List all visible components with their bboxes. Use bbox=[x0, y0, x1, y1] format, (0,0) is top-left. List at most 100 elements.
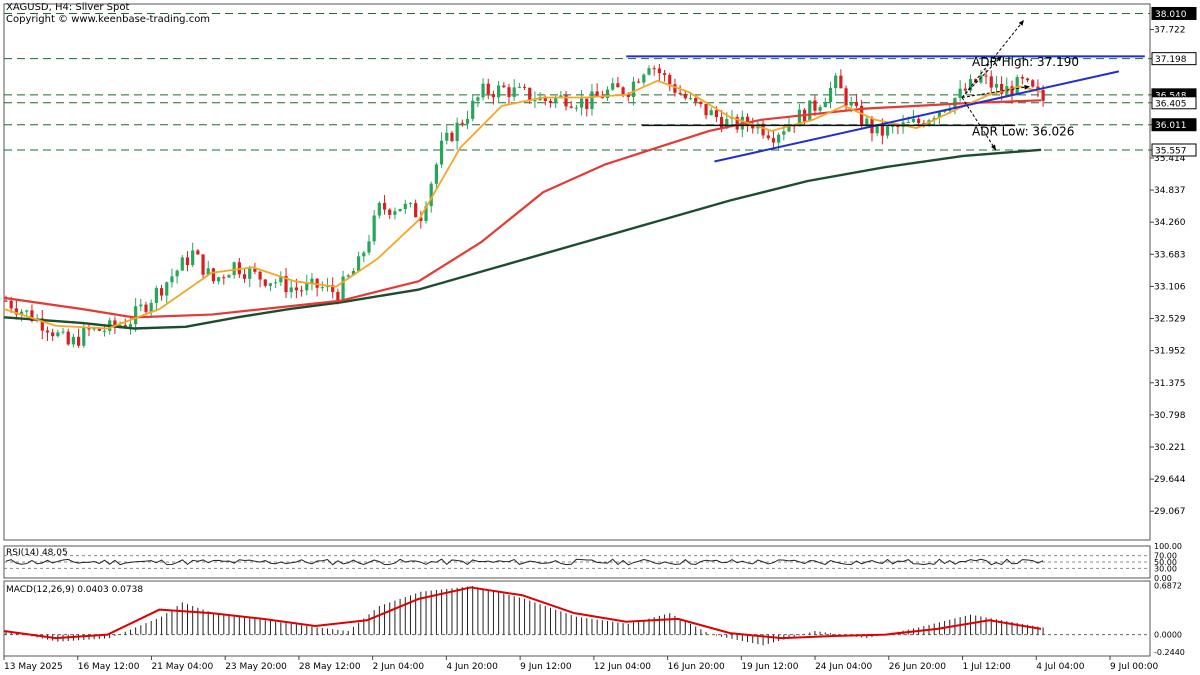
y-tick-label: 33.683 bbox=[1154, 250, 1186, 260]
candle-body bbox=[455, 122, 459, 142]
candle-body bbox=[336, 291, 340, 301]
candle-body bbox=[963, 88, 967, 91]
candle-body bbox=[875, 125, 879, 134]
candle-body bbox=[165, 282, 169, 296]
candle-body bbox=[144, 304, 148, 312]
candle-body bbox=[263, 279, 267, 286]
candle-body bbox=[97, 327, 101, 331]
price-tag-label: 36.405 bbox=[1155, 99, 1187, 109]
candle-body bbox=[808, 100, 812, 122]
candle-body bbox=[274, 282, 278, 284]
candle-body bbox=[341, 276, 345, 301]
ma-fast-line bbox=[3, 79, 1042, 330]
candle-body bbox=[968, 79, 973, 91]
candle-body bbox=[284, 276, 288, 293]
candle-body bbox=[14, 308, 18, 315]
candle-body bbox=[227, 275, 231, 278]
candle-body bbox=[771, 138, 776, 143]
candle-body bbox=[1025, 78, 1030, 81]
candle-body bbox=[611, 83, 615, 90]
candle-body bbox=[76, 336, 81, 346]
x-tick-label: 4 Jun 20:00 bbox=[446, 662, 498, 672]
candle-body bbox=[844, 88, 848, 106]
candle-body bbox=[595, 91, 599, 97]
candle-body bbox=[445, 132, 449, 141]
candle-body bbox=[533, 100, 537, 102]
candle-body bbox=[1031, 80, 1035, 87]
candle-body bbox=[377, 202, 381, 216]
x-tick-label: 4 Jul 04:00 bbox=[1036, 662, 1085, 672]
candle-body bbox=[543, 96, 547, 101]
candle-body bbox=[434, 164, 438, 184]
candle-body bbox=[61, 331, 65, 333]
candle-body bbox=[652, 68, 656, 70]
candle-body bbox=[320, 287, 324, 289]
candle-body bbox=[720, 117, 724, 129]
candle-body bbox=[159, 288, 164, 296]
y-tick-label: 31.952 bbox=[1154, 347, 1186, 357]
lower-trendline bbox=[714, 70, 1120, 163]
candle-body bbox=[346, 275, 350, 277]
candle-body bbox=[248, 268, 252, 279]
candle-body bbox=[683, 94, 687, 99]
candle-body bbox=[797, 109, 801, 127]
y-tick-label: 37.722 bbox=[1154, 25, 1186, 35]
candle-body bbox=[460, 122, 464, 124]
candle-body bbox=[294, 287, 298, 291]
candle-body bbox=[9, 300, 13, 309]
candle-body bbox=[113, 320, 117, 327]
candle-body bbox=[367, 241, 371, 253]
candle-body bbox=[253, 268, 257, 272]
price-tag-label: 36.011 bbox=[1155, 121, 1187, 131]
y-tick-label: 30.798 bbox=[1154, 411, 1186, 421]
candle-body bbox=[481, 83, 485, 98]
rsi-label: RSI(14) 48.05 bbox=[6, 548, 68, 558]
candle-body bbox=[668, 74, 672, 85]
candle-body bbox=[414, 203, 418, 218]
macd-panel-frame bbox=[3, 580, 1151, 657]
candle-body bbox=[673, 84, 677, 93]
candle-body bbox=[517, 86, 521, 88]
candle-body bbox=[299, 290, 304, 292]
y-tick-label: 31.375 bbox=[1154, 379, 1186, 389]
candle-body bbox=[242, 274, 247, 279]
candle-body bbox=[642, 74, 646, 83]
candle-body bbox=[1010, 86, 1014, 95]
candle-body bbox=[554, 97, 558, 103]
x-tick-label: 16 May 12:00 bbox=[78, 662, 140, 672]
candle-body bbox=[631, 81, 636, 98]
candle-body bbox=[942, 110, 947, 112]
candle-body bbox=[232, 262, 236, 276]
candle-body bbox=[725, 118, 729, 129]
candle-body bbox=[71, 336, 76, 345]
candle-body bbox=[175, 270, 179, 277]
candle-body bbox=[170, 276, 174, 283]
candle-body bbox=[590, 91, 594, 110]
candle-body bbox=[45, 330, 50, 333]
candle-body bbox=[217, 277, 221, 282]
price-tag-box bbox=[1151, 143, 1197, 157]
candle-body bbox=[512, 87, 516, 97]
candle-body bbox=[984, 75, 988, 77]
candle-body bbox=[1000, 83, 1004, 94]
macd-axis-label: 0.6872 bbox=[1154, 581, 1182, 590]
adr-arrow-right bbox=[961, 85, 1031, 99]
candle-body bbox=[678, 92, 682, 95]
adr-arrow-right-head bbox=[1024, 84, 1030, 90]
y-tick-label: 30.221 bbox=[1154, 443, 1186, 453]
candle-body bbox=[688, 98, 693, 100]
candle-body bbox=[647, 68, 651, 75]
x-tick-label: 12 Jun 04:00 bbox=[594, 662, 651, 672]
candle-body bbox=[818, 107, 822, 111]
candle-body bbox=[823, 101, 827, 108]
rsi-axis-label: 30.00 bbox=[1154, 564, 1177, 573]
candle-body bbox=[834, 75, 838, 89]
y-tick-label: 32.529 bbox=[1154, 315, 1186, 325]
candle-body bbox=[1041, 89, 1045, 101]
candle-body bbox=[56, 332, 60, 337]
symbol-header: XAGUSD, H4: Silver Spot bbox=[6, 2, 130, 13]
y-tick-label: 35.414 bbox=[1154, 154, 1186, 164]
candle-body bbox=[305, 283, 309, 291]
candle-body bbox=[605, 89, 610, 99]
adr-arrow-up-far-head bbox=[1018, 20, 1024, 26]
